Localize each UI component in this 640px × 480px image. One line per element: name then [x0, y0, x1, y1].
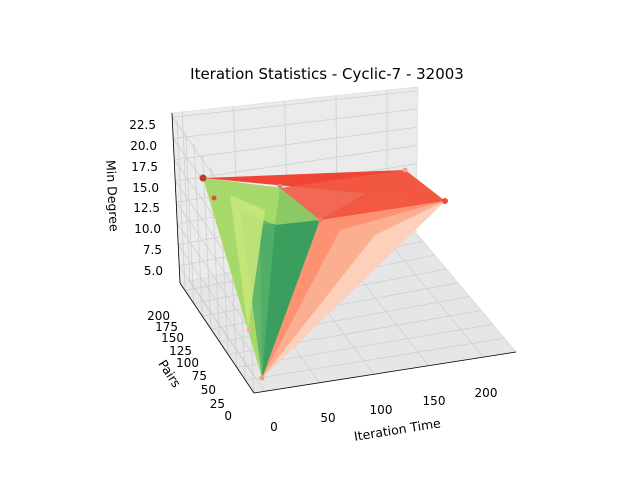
grid-line: [176, 120, 186, 291]
grid-line: [185, 131, 195, 304]
axis-lines: [171, 112, 517, 394]
z-ticks: 5.0 7.5 10.0 12.5 15.0 17.5 20.0 22.5: [129, 118, 163, 278]
x-axis-line: [253, 351, 517, 394]
grid-line: [173, 108, 418, 139]
z-tick-label: 22.5: [129, 118, 156, 132]
surface-facet: [280, 170, 445, 220]
z-tick-label: 20.0: [130, 139, 157, 153]
grid-line: [176, 223, 252, 331]
y-tick-label: 25: [210, 397, 225, 411]
data-point: [199, 174, 207, 182]
surface: [203, 170, 445, 378]
y-tick-label: 200: [147, 309, 170, 323]
surface-facet: [275, 188, 320, 225]
data-point: [211, 195, 217, 201]
y-tick-label: 75: [192, 369, 207, 383]
y-axis-line: [179, 282, 255, 394]
grid-line: [181, 111, 191, 281]
z-tick-label: 10.0: [134, 222, 161, 236]
surface-facet: [260, 220, 320, 378]
grid-line: [386, 238, 484, 358]
x-ticks: 0 50 100 150 200: [270, 386, 497, 434]
data-point: [277, 183, 283, 189]
y-tick-label: 100: [176, 356, 199, 370]
x-tick-label: 150: [423, 394, 446, 408]
grid-line: [172, 90, 418, 118]
z-axis-label: Min Degree: [103, 160, 122, 233]
data-points: [199, 167, 448, 381]
y-ticks: 0 25 50 75 100 125 150 175 200: [147, 309, 232, 423]
z-tick-label: 15.0: [132, 181, 159, 195]
data-point: [442, 198, 448, 204]
data-point: [246, 327, 252, 333]
grid-line: [245, 337, 505, 381]
chart-title: Iteration Statistics - Cyclic-7 - 32003: [190, 65, 464, 83]
x-tick-label: 100: [370, 403, 393, 417]
z-tick-label: 5.0: [144, 264, 163, 278]
grid-line: [189, 280, 266, 392]
x-tick-label: 0: [270, 420, 278, 434]
x-tick-label: 50: [320, 411, 335, 425]
grid-line: [174, 126, 418, 161]
x-tick-label: 200: [475, 386, 498, 400]
z-tick-label: 17.5: [131, 160, 158, 174]
y-tick-label: 125: [169, 344, 192, 358]
y-tick-label: 0: [224, 409, 232, 423]
surface-facet: [230, 195, 265, 330]
data-point: [317, 217, 323, 223]
data-point: [402, 167, 408, 173]
z-tick-label: 7.5: [143, 243, 162, 257]
y-tick-label: 150: [161, 331, 184, 345]
x-axis-label: Iteration Time: [353, 415, 442, 444]
z-axis-line: [171, 112, 181, 284]
grid-line: [178, 265, 254, 376]
grid-line: [175, 145, 418, 182]
y-tick-label: 50: [201, 383, 216, 397]
surface-facet: [262, 201, 445, 378]
y-tick-label: 175: [155, 320, 178, 334]
data-point: [259, 375, 265, 381]
z-tick-label: 12.5: [133, 201, 160, 215]
